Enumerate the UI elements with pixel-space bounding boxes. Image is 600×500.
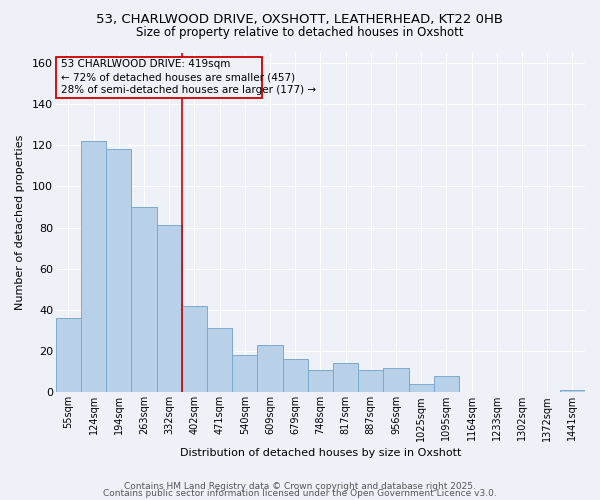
Bar [257,345,283,393]
Bar [283,360,308,392]
Text: 53 CHARLWOOD DRIVE: 419sqm: 53 CHARLWOOD DRIVE: 419sqm [61,58,230,68]
Text: 53, CHARLWOOD DRIVE, OXSHOTT, LEATHERHEAD, KT22 0HB: 53, CHARLWOOD DRIVE, OXSHOTT, LEATHERHEA… [97,12,503,26]
Bar [131,207,157,392]
Bar [409,384,434,392]
Bar [333,364,358,392]
Bar [81,141,106,393]
X-axis label: Distribution of detached houses by size in Oxshott: Distribution of detached houses by size … [180,448,461,458]
Text: ← 72% of detached houses are smaller (457): ← 72% of detached houses are smaller (45… [61,72,295,82]
Text: Contains HM Land Registry data © Crown copyright and database right 2025.: Contains HM Land Registry data © Crown c… [124,482,476,491]
Bar [434,376,459,392]
Bar [157,226,182,392]
Bar [106,150,131,392]
Bar [207,328,232,392]
Bar [358,370,383,392]
Text: Size of property relative to detached houses in Oxshott: Size of property relative to detached ho… [136,26,464,39]
Bar [383,368,409,392]
Bar [560,390,585,392]
Bar [56,318,81,392]
FancyBboxPatch shape [56,56,262,98]
Text: Contains public sector information licensed under the Open Government Licence v3: Contains public sector information licen… [103,489,497,498]
Bar [182,306,207,392]
Text: 28% of semi-detached houses are larger (177) →: 28% of semi-detached houses are larger (… [61,86,316,96]
Bar [308,370,333,392]
Y-axis label: Number of detached properties: Number of detached properties [15,134,25,310]
Bar [232,355,257,393]
